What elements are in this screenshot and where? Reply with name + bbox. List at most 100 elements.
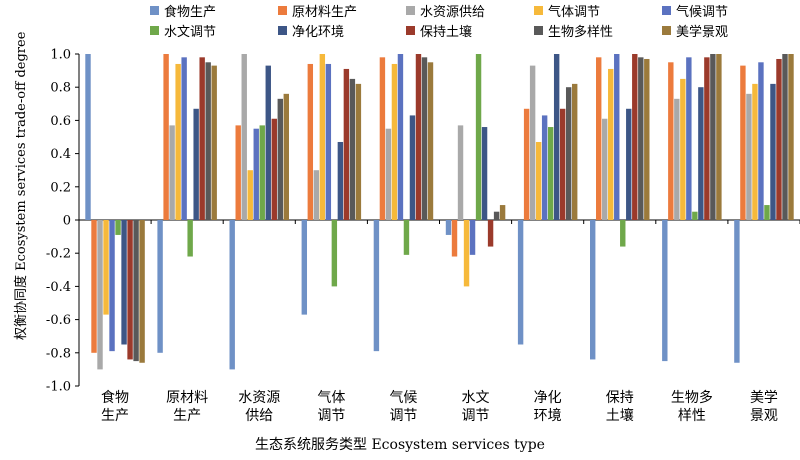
legend-swatch <box>662 25 671 35</box>
bar <box>121 220 127 345</box>
bar <box>325 63 332 221</box>
bar <box>187 220 193 257</box>
bar <box>553 54 560 220</box>
bar <box>181 57 187 220</box>
bar <box>602 118 608 220</box>
x-tick-label: 水文 <box>462 390 490 406</box>
legend-swatch <box>406 25 415 35</box>
bar <box>481 127 488 220</box>
bar <box>355 83 362 220</box>
legend-label: 气体调节 <box>548 4 601 20</box>
legend-item: 食物生产 <box>150 1 278 20</box>
legend-swatch <box>150 5 159 15</box>
bar <box>692 211 698 220</box>
bar <box>319 54 326 220</box>
y-tick-label: -0.4 <box>46 280 71 295</box>
bar <box>710 54 716 220</box>
legend-label: 生物多样性 <box>548 24 614 40</box>
bar <box>283 93 289 220</box>
bar <box>451 220 458 257</box>
bar <box>133 220 139 362</box>
legend-label: 食物生产 <box>164 4 217 20</box>
legend-label: 美学景观 <box>676 24 729 40</box>
x-tick-label: 供给 <box>245 408 273 424</box>
bar <box>199 57 205 220</box>
legend-item: 气候调节 <box>662 1 790 20</box>
bar <box>97 220 103 370</box>
chart-legend: 食物生产 原材料生产 水资源供给 气体调节 气候调节 水文调节 净化环境 保持土… <box>150 0 800 40</box>
x-tick-label: 食物 <box>101 389 129 406</box>
x-tick-label: 保持 <box>606 390 634 406</box>
bar <box>409 115 416 220</box>
x-axis-title: 生态系统服务类型 Ecosystem services type <box>255 437 545 453</box>
bar <box>752 83 758 220</box>
y-tick-label: -1.0 <box>46 380 71 395</box>
bar <box>349 78 356 221</box>
bar <box>163 54 169 220</box>
x-tick-label: 生产 <box>101 408 129 424</box>
legend-swatch <box>278 5 287 15</box>
x-tick-label: 调节 <box>389 408 417 424</box>
legend-item: 美学景观 <box>662 21 790 40</box>
bar <box>397 54 404 220</box>
bar <box>415 54 422 220</box>
bar <box>632 54 638 220</box>
bar <box>620 220 626 247</box>
x-tick-label: 景观 <box>750 408 778 424</box>
legend-item: 保持土壤 <box>406 21 534 40</box>
legend-swatch <box>534 5 543 15</box>
bar <box>487 220 494 247</box>
bar <box>115 220 121 235</box>
legend-label: 水资源供给 <box>420 4 486 20</box>
y-tick-label: -0.2 <box>46 247 71 262</box>
legend-item: 生物多样性 <box>534 21 662 40</box>
bar <box>644 58 650 221</box>
bar <box>445 220 452 235</box>
bar <box>499 205 506 220</box>
bar <box>740 65 746 221</box>
bar <box>373 220 380 352</box>
bar <box>109 220 115 352</box>
bar <box>427 62 434 220</box>
legend-label: 气候调节 <box>676 4 729 20</box>
bar <box>379 57 386 220</box>
bar <box>493 211 500 220</box>
bar <box>571 83 578 220</box>
bar <box>788 54 794 220</box>
bar <box>403 220 410 255</box>
legend-swatch <box>662 5 671 15</box>
x-tick-label: 水资源 <box>238 390 280 406</box>
legend-item: 水文调节 <box>150 21 278 40</box>
bar <box>535 141 542 220</box>
x-tick-label: 调节 <box>462 408 490 424</box>
legend-item: 原材料生产 <box>278 1 406 20</box>
bar <box>175 63 181 221</box>
bar <box>746 93 752 220</box>
bar <box>421 57 428 220</box>
bar <box>704 57 710 220</box>
bar <box>686 57 692 220</box>
bar <box>277 98 283 220</box>
bar <box>139 220 145 363</box>
bar <box>614 54 620 220</box>
bar <box>626 108 632 220</box>
bar <box>541 115 548 220</box>
x-tick-label: 气体 <box>317 390 345 406</box>
y-tick-label: 0 <box>63 214 71 229</box>
legend-row-2: 水文调节 净化环境 保持土壤 生物多样性 美学景观 <box>150 20 800 40</box>
y-tick-label: 0.4 <box>50 147 71 162</box>
legend-item: 气体调节 <box>534 1 662 20</box>
legend-label: 净化环境 <box>292 24 345 40</box>
bar <box>698 87 704 220</box>
bar <box>590 220 596 360</box>
bar <box>469 220 476 255</box>
x-tick-label: 气候 <box>389 390 417 406</box>
x-tick-label: 调节 <box>317 408 345 424</box>
legend-swatch <box>406 5 415 15</box>
bar <box>463 220 470 287</box>
y-tick-label: -0.8 <box>46 346 71 361</box>
legend-swatch <box>150 25 159 35</box>
bar <box>205 62 211 220</box>
bar <box>229 220 235 370</box>
